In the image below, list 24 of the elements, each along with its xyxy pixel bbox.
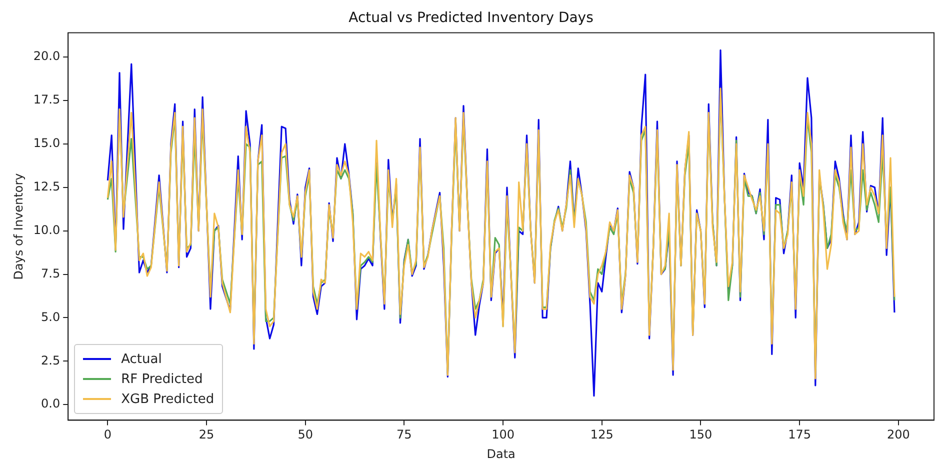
y-tick-label: 2.5 bbox=[41, 353, 60, 368]
y-tick-label: 17.5 bbox=[33, 92, 60, 107]
y-tick-label: 0.0 bbox=[41, 396, 60, 411]
x-tick-label: 100 bbox=[492, 428, 514, 442]
x-tick-label: 150 bbox=[689, 428, 712, 442]
x-tick-label: 50 bbox=[298, 428, 313, 442]
chart-title: Actual vs Predicted Inventory Days bbox=[348, 10, 594, 26]
x-axis-title: Data bbox=[486, 446, 516, 461]
legend-label: Actual bbox=[121, 352, 162, 367]
x-tick-label: 75 bbox=[396, 428, 412, 442]
y-axis-title: Days of Inventory bbox=[11, 173, 26, 280]
y-tick-label: 7.5 bbox=[41, 266, 60, 280]
y-tick-label: 12.5 bbox=[33, 180, 60, 194]
x-tick-label: 175 bbox=[788, 428, 812, 442]
x-tick-label: 0 bbox=[104, 428, 112, 442]
legend-label: XGB Predicted bbox=[121, 392, 214, 407]
y-tick-label: 15.0 bbox=[33, 136, 60, 150]
legend-label: RF Predicted bbox=[121, 372, 203, 387]
x-tick-label: 125 bbox=[590, 428, 614, 442]
y-tick-label: 5.0 bbox=[41, 310, 60, 324]
x-tick-label: 200 bbox=[886, 428, 910, 442]
y-tick-label: 10.0 bbox=[33, 222, 60, 237]
x-tick-label: 25 bbox=[198, 428, 214, 442]
y-tick-label: 20.0 bbox=[33, 49, 60, 64]
